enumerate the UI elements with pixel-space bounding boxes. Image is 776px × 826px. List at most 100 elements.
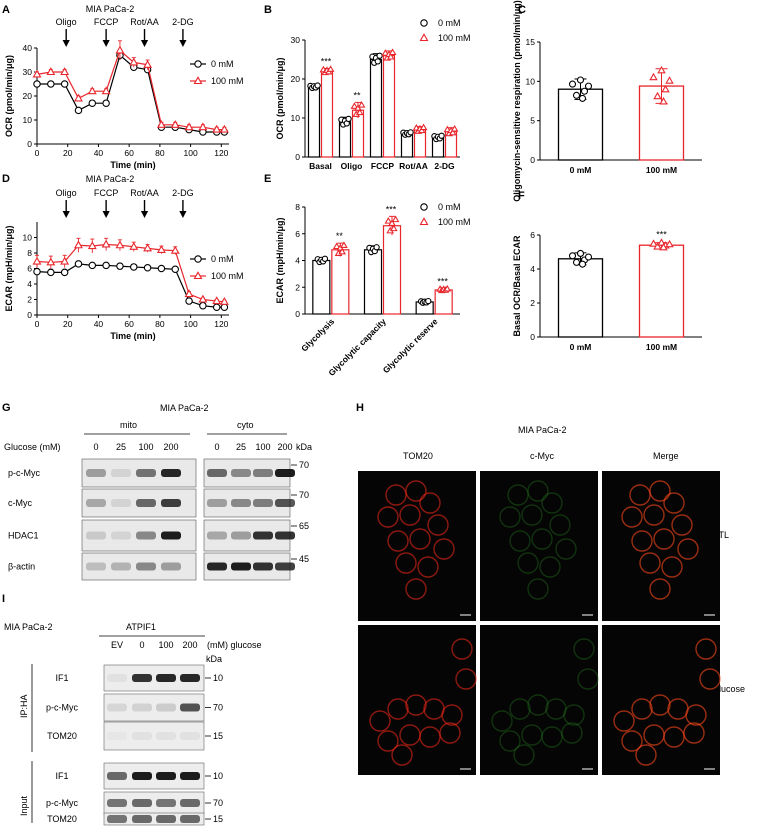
h-col-tom20: TOM20 bbox=[403, 451, 433, 461]
h-cell-outline bbox=[671, 514, 693, 536]
data-point bbox=[584, 253, 593, 261]
c-y-tick-label: 15 bbox=[526, 37, 536, 47]
i-ip-blot-strip bbox=[103, 721, 205, 751]
data-point bbox=[314, 82, 321, 89]
i-ip-blot-label: IF1 bbox=[55, 673, 68, 683]
c-y-tick-label: 0 bbox=[530, 155, 535, 165]
g-band bbox=[86, 531, 106, 540]
panel-i: MIA PaCa-2 ATPIF1 EV 0 100 200 (mM) glucose… bbox=[4, 622, 262, 826]
data-point bbox=[115, 45, 125, 54]
d-injection-arrowhead bbox=[102, 211, 110, 218]
i-lane-label: 100 bbox=[158, 640, 173, 650]
g-band bbox=[231, 562, 251, 571]
h-cell-outline bbox=[409, 528, 431, 550]
h-cell-outline bbox=[541, 726, 563, 748]
data-point bbox=[74, 106, 83, 115]
h-cell-outline bbox=[513, 744, 535, 766]
i-ip-band bbox=[132, 674, 152, 682]
bar bbox=[434, 289, 453, 315]
data-point bbox=[87, 86, 97, 95]
data-point bbox=[143, 243, 153, 252]
g-band bbox=[136, 531, 156, 540]
g-lane-label: 0 bbox=[214, 442, 219, 452]
g-kda: kDa bbox=[296, 442, 312, 452]
g-lane-label: 200 bbox=[277, 442, 292, 452]
h-cell-outline bbox=[545, 698, 567, 720]
i-input-marker-label: 10 bbox=[213, 771, 223, 781]
e-category-label: Glycolysis bbox=[299, 316, 336, 353]
data-point bbox=[357, 101, 366, 108]
panel-letter-f: F bbox=[518, 190, 525, 202]
data-point bbox=[102, 261, 110, 270]
f-category-label: 0 mM bbox=[570, 342, 592, 352]
data-point bbox=[212, 296, 222, 305]
d-x-tick-label: 80 bbox=[155, 319, 165, 329]
data-point bbox=[60, 67, 70, 76]
i-cell-line: MIA PaCa-2 bbox=[4, 622, 53, 632]
i-lane-label: EV bbox=[111, 640, 123, 650]
g-marker-label: 65 bbox=[299, 521, 309, 531]
d-y-tick-label: 10 bbox=[23, 233, 33, 243]
b-y-label: OCR (pmol/min/μg) bbox=[275, 57, 285, 139]
h-micrograph bbox=[480, 471, 598, 621]
data-point bbox=[47, 80, 55, 88]
data-point bbox=[101, 239, 111, 248]
g-band bbox=[111, 499, 131, 507]
e-y-label: ECAR (mpH/min/μg) bbox=[275, 217, 285, 303]
d-legend-marker bbox=[193, 271, 203, 280]
h-cell-outline bbox=[539, 556, 561, 578]
i-ip-marker-label: 70 bbox=[213, 703, 223, 713]
d-injection-label: 2-DG bbox=[172, 188, 194, 198]
panel-g: MIA PaCa-2 mito cyto Glucose (mM) 0 25 100… bbox=[4, 403, 312, 581]
g-band bbox=[161, 469, 181, 477]
i-ip-band bbox=[180, 674, 200, 682]
i-ip-band bbox=[180, 703, 200, 712]
g-band bbox=[275, 499, 295, 507]
a-legend-label: 0 mM bbox=[211, 59, 234, 69]
i-construct: ATPIF1 bbox=[126, 622, 156, 632]
chart-f: 0 2 4 6 Basal OCR/Basal ECAR 0 mM 100 mM *** bbox=[512, 230, 702, 352]
i-input-marker-label: 15 bbox=[213, 814, 223, 824]
e-category-label: Glycolytic capacity bbox=[326, 316, 388, 378]
h-cell-outline bbox=[677, 538, 699, 560]
i-ip-band bbox=[156, 703, 176, 712]
e-category-label: Glycolytic reserve bbox=[381, 316, 440, 375]
b-category-label: FCCP bbox=[371, 161, 394, 171]
data-point bbox=[665, 239, 674, 248]
h-cell-outline bbox=[385, 484, 407, 506]
h-cell-outline bbox=[419, 726, 441, 748]
bar bbox=[382, 225, 402, 315]
i-input-band bbox=[107, 772, 127, 780]
a-x-tick-label: 120 bbox=[214, 148, 228, 158]
data-point bbox=[74, 93, 83, 102]
h-micrograph bbox=[358, 471, 476, 621]
h-cell-outline bbox=[509, 530, 531, 552]
h-cell-outline bbox=[521, 504, 543, 526]
i-lane-label: 0 bbox=[139, 640, 144, 650]
c-category-label: 0 mM bbox=[570, 165, 592, 175]
b-legend-marker bbox=[419, 33, 429, 42]
significance-label: *** bbox=[656, 230, 667, 240]
bar bbox=[312, 259, 331, 315]
h-cell-outline bbox=[509, 698, 531, 720]
data-point bbox=[389, 224, 398, 232]
h-cell-outline bbox=[417, 556, 439, 578]
data-point bbox=[659, 97, 668, 105]
panel-h: MIA PaCa-2 TOM20 c-Myc Merge CTL Glucose bbox=[358, 425, 745, 775]
h-cell-outline bbox=[663, 492, 685, 514]
bar bbox=[331, 249, 350, 315]
bar bbox=[320, 70, 334, 158]
data-point bbox=[376, 52, 383, 59]
b-category-label: Rot/AA bbox=[399, 161, 428, 171]
data-point bbox=[584, 82, 593, 90]
g-band bbox=[111, 531, 131, 540]
g-lane-label: 0 bbox=[93, 442, 98, 452]
h-micrograph bbox=[602, 471, 720, 621]
i-ip-band bbox=[107, 732, 127, 740]
h-cell-outline bbox=[391, 744, 413, 766]
h-cell-outline bbox=[399, 504, 421, 526]
h-cell-outline bbox=[621, 506, 643, 528]
panel-letter-h: H bbox=[356, 402, 364, 414]
data-point bbox=[340, 241, 348, 248]
